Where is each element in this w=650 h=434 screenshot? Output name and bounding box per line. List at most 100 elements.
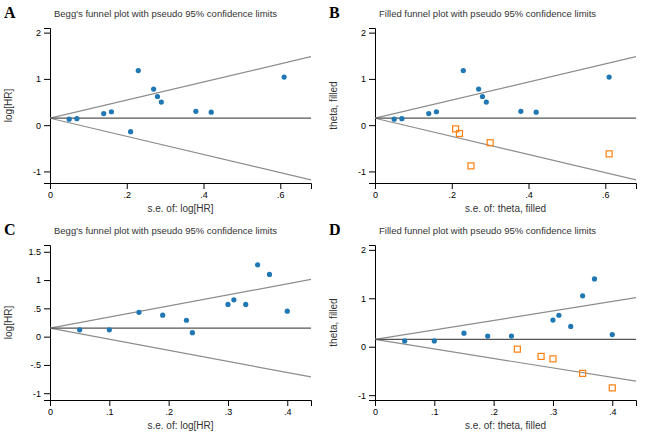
- y-tick-mark: [369, 125, 375, 126]
- point: [128, 129, 133, 134]
- y-axis: -1012: [358, 28, 376, 183]
- title: Begg's funnel plot with pseudo 95% confi…: [54, 225, 277, 236]
- y-axis: -1012: [33, 28, 51, 183]
- plot-area: 0 .2 .4 .6 -1012: [33, 28, 312, 200]
- marks: [375, 57, 636, 180]
- y-tick-mark: [369, 79, 375, 80]
- point: [556, 313, 561, 318]
- panel-label: B: [329, 4, 340, 21]
- line: [50, 279, 311, 328]
- point: [580, 293, 585, 298]
- title: Filled funnel plot with pseudo 95% confi…: [379, 8, 596, 19]
- y-tick: 2: [361, 28, 375, 38]
- y-tick-label: 1.5: [28, 247, 41, 257]
- y-tick-mark: [44, 33, 50, 34]
- x-tick-mark: [452, 183, 453, 189]
- point: [426, 111, 431, 116]
- y-axis-title: log[HR]: [3, 306, 14, 340]
- marks: [50, 57, 311, 180]
- point: [109, 109, 114, 114]
- point: [484, 99, 489, 104]
- y-tick-mark: [369, 171, 375, 172]
- point: [476, 86, 481, 91]
- y-tick-mark: [44, 280, 50, 281]
- x-tick: .3: [225, 400, 233, 417]
- x-tick-label: .6: [602, 190, 610, 200]
- line: [375, 118, 636, 119]
- point: [285, 309, 290, 314]
- panel: 0.2.4.6-1012Filled funnel plot with pseu…: [328, 4, 637, 214]
- x-tick-mark: [280, 183, 281, 189]
- x-axis: 0.1.2.3.4: [373, 400, 637, 417]
- panel-label: A: [4, 4, 16, 21]
- x-tick-label: .2: [165, 407, 173, 417]
- x-tick: 0: [373, 183, 378, 200]
- y-tick: 0: [36, 332, 50, 342]
- y-tick-label: 2: [361, 245, 366, 255]
- y-tick-mark: [44, 171, 50, 172]
- x-tick-label: .4: [525, 190, 533, 200]
- marks: [50, 262, 311, 377]
- x-tick: .2: [490, 400, 498, 417]
- x-tick-label: .4: [609, 407, 617, 417]
- x-tick-mark: [228, 400, 229, 406]
- x-axis-title: s.e. of: theta, filled: [465, 203, 546, 214]
- point: [480, 94, 485, 99]
- x-tick-label: 0: [373, 190, 378, 200]
- x-tick: 0: [373, 400, 378, 417]
- x-tick-mark: [612, 400, 613, 406]
- point: [461, 68, 466, 73]
- x-tick-mark: [553, 400, 554, 406]
- line: [375, 339, 636, 340]
- x-tick-mark: [127, 183, 128, 189]
- y-tick-label: 1: [361, 294, 366, 304]
- x-tick-mark: [529, 183, 530, 189]
- x-tick: .4: [609, 400, 617, 417]
- x-tick: 0: [48, 183, 53, 200]
- x-tick-mark: [287, 400, 288, 406]
- x-axis-line: [51, 401, 312, 407]
- y-tick-label: -1: [358, 391, 366, 401]
- line: [50, 328, 311, 377]
- y-tick-label: 0: [361, 121, 366, 131]
- y-tick-label: 1: [361, 74, 366, 84]
- y-tick-label: 0: [36, 332, 41, 342]
- point: [160, 313, 165, 318]
- panel: 0.1.2.3.4-1-.50.511.5Begg's funnel plot …: [3, 221, 312, 431]
- y-tick: 2: [361, 245, 375, 255]
- y-tick-mark: [44, 252, 50, 253]
- y-tick-mark: [44, 308, 50, 309]
- point: [190, 330, 195, 335]
- point: [193, 109, 198, 114]
- point: [225, 302, 230, 307]
- line: [50, 328, 311, 329]
- x-axis-line: [376, 184, 637, 190]
- y-tick-label: 2: [36, 28, 41, 38]
- y-tick-label: -1: [33, 167, 41, 177]
- line: [375, 118, 636, 180]
- y-tick-mark: [369, 250, 375, 251]
- point: [461, 331, 466, 336]
- y-axis-line: [44, 29, 51, 184]
- point-square: [550, 356, 556, 362]
- x-tick-label: 0: [48, 407, 53, 417]
- title: Begg's funnel plot with pseudo 95% confi…: [54, 8, 277, 19]
- point: [607, 74, 612, 79]
- x-tick: .2: [124, 183, 132, 200]
- x-tick: .4: [200, 183, 208, 200]
- x-axis-title: s.e. of: theta, filled: [465, 420, 546, 431]
- x-tick: .6: [277, 183, 285, 200]
- y-tick-mark: [44, 337, 50, 338]
- x-tick-mark: [204, 183, 205, 189]
- point-square: [456, 130, 462, 136]
- y-tick: -1: [358, 391, 375, 401]
- y-tick: 1: [361, 294, 375, 304]
- point: [243, 302, 248, 307]
- point-square: [580, 370, 586, 376]
- point: [151, 86, 156, 91]
- y-tick: 0: [361, 342, 375, 352]
- x-tick-label: 0: [373, 407, 378, 417]
- y-tick: 1.5: [28, 247, 50, 257]
- y-tick-mark: [44, 365, 50, 366]
- point: [184, 318, 189, 323]
